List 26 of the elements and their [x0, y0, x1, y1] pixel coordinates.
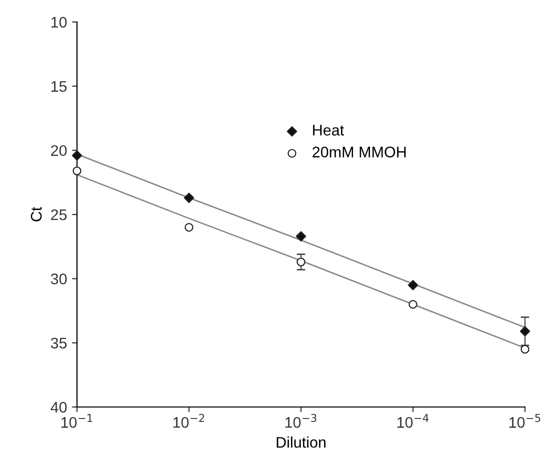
- point: [296, 258, 306, 266]
- x-tick-label: 10$^{−4}$: [397, 414, 429, 428]
- point: [184, 192, 194, 203]
- x-tick-label: 10$^{−5}$: [509, 414, 540, 428]
- point: [72, 166, 82, 176]
- y-tick-label: 10: [51, 16, 67, 28]
- point: [520, 344, 530, 354]
- point: [408, 300, 418, 309]
- y-tick-label: 40: [50, 402, 67, 413]
- x-tick-label: 10$^{−1}$: [61, 414, 92, 428]
- x-tick-label: 10$^{−2}$: [173, 414, 204, 428]
- point: [520, 326, 530, 336]
- y-tick-label: 35: [50, 338, 67, 349]
- point: [184, 222, 194, 232]
- point: [72, 150, 82, 161]
- y-tick-label: 20: [51, 145, 67, 156]
- point: [296, 231, 306, 242]
- legend-label: 20mM MMOH: [312, 146, 406, 158]
- y-tick-label: 25: [51, 209, 67, 220]
- y-tick-label: 30: [50, 274, 67, 284]
- y-tick-label: 15: [51, 81, 67, 92]
- x-axis-title: Dilution: [276, 436, 326, 448]
- point: [408, 280, 418, 290]
- y-axis-title: Ct: [30, 206, 42, 222]
- x-tick-label: 10$^{−3}$: [285, 414, 316, 428]
- legend-label: Heat: [313, 124, 344, 136]
